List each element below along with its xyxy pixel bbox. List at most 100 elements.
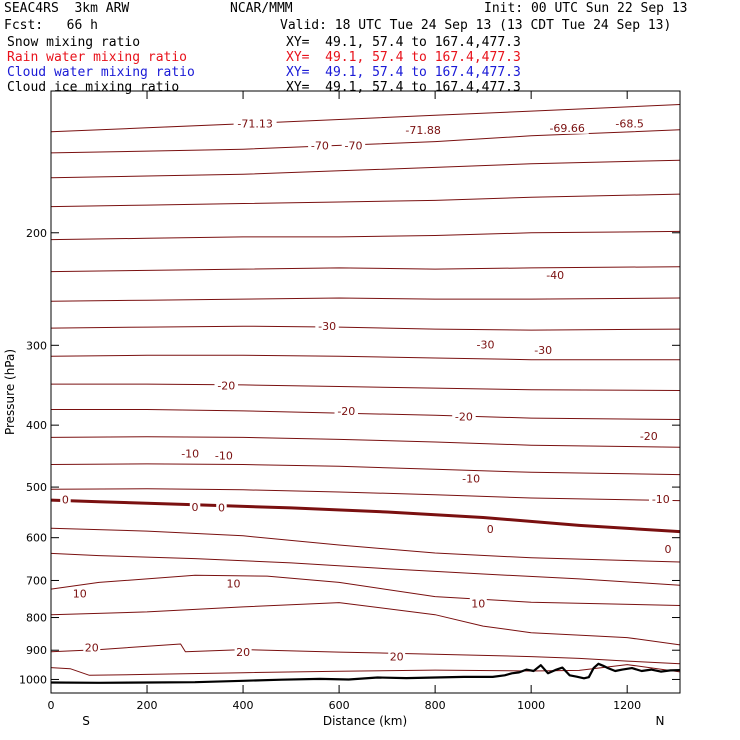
isotherm-line [50,574,681,606]
x-tick-label: 0 [48,699,55,712]
isotherm-line [50,230,681,241]
contour-label-background [334,404,358,417]
contour-label-background [216,501,227,514]
contour-label: 10 [73,587,87,600]
contour-label: -40 [546,269,564,282]
contour-label: -10 [652,493,670,506]
contour-label-background [401,123,445,136]
contour-label: -10 [462,473,480,486]
field-xy-rain: XY= 49.1, 57.4 to 167.4,477.3 [286,50,521,65]
field-name-cloud-water: Cloud water mixing ratio [7,65,195,80]
isotherm-line [50,436,681,448]
field-xy-cloud-ice: XY= 49.1, 57.4 to 167.4,477.3 [286,80,521,95]
contour-label-background [308,139,332,152]
contour-label-background [545,121,589,134]
contour-label: 20 [85,641,99,654]
contour-label-background [459,472,483,485]
y-tick-label: 600 [26,532,47,545]
contour-label-background [315,320,339,333]
isotherm-line [50,498,681,534]
contour-label: 0 [218,501,225,514]
contour-label-background [531,343,555,356]
contour-label: 0 [192,501,199,514]
y-tick-label: 900 [26,644,47,657]
contour-label: 0 [665,543,672,556]
y-tick-label: 300 [26,339,47,352]
contour-label-background [83,641,101,654]
contour-label-background [234,645,252,658]
x-axis-label: Distance (km) [323,714,407,728]
isotherm-line [50,129,681,154]
y-tick-label: 400 [26,419,47,432]
isotherm-line [50,552,681,586]
contour-label: 10 [471,598,485,611]
y-tick-label: 200 [26,227,47,240]
contour-label-background [71,587,89,600]
contour-label: -20 [455,411,473,424]
contour-label-background [212,449,236,462]
contour-label-background [485,522,496,535]
contour-label-background [214,379,238,392]
contour-label: -10 [181,448,199,461]
contour-label: 0 [487,523,494,536]
contour-label-layer: -71.13 -70 -70 -71.88 -69.66 -68.5 -40 -30 -30 -3… [60,117,674,663]
contour-label: -20 [217,380,235,393]
isotherm-line [50,664,681,676]
contour-label: -68.5 [615,118,643,131]
contour-label-background [662,543,674,555]
contour-label: -70 [345,139,363,152]
contour-label-background [469,597,487,610]
x-tick-label: 1200 [613,699,641,712]
contour-label-background [189,500,201,513]
contour-label: 20 [390,650,404,663]
y-tick-label: 1000 [19,673,47,686]
isotherm-line [50,463,681,476]
x-axis-left-end-label: S [82,714,90,728]
contour-label: -69.66 [549,122,584,135]
isotherm-line [50,104,681,133]
y-tick-label: 700 [26,574,47,587]
organization-label: NCAR/MMM [230,1,293,16]
contour-label-background [233,117,277,130]
contour-label: -30 [534,344,552,357]
contour-label-background [60,493,71,506]
field-xy-cloud-water: XY= 49.1, 57.4 to 167.4,477.3 [286,65,521,80]
contour-label-background [473,338,498,351]
x-axis-right-end-label: N [656,714,665,728]
contour-label-background [341,139,366,152]
isotherm-line [51,409,681,420]
x-tick-label: 600 [329,699,350,712]
field-name-rain: Rain water mixing ratio [7,50,188,65]
contour-label: -71.88 [405,124,440,137]
field-name-snow: Snow mixing ratio [7,35,141,50]
contour-label: -20 [337,405,355,418]
contour-label-background [649,493,673,505]
isotherm-line [50,159,681,179]
contour-label: -30 [318,320,336,333]
model-title: SEAC4RS 3km ARW [4,1,130,16]
contour-label-background [452,410,476,423]
isotherm-line [51,383,681,391]
forecast-hour: Fcst: 66 h [4,18,98,33]
contour-label-background [388,650,406,663]
x-tick-label: 800 [425,699,446,712]
contour-label-background [543,269,567,282]
isotherm-layer [50,104,681,676]
axis-layer: 0 200 400 600 800 1000 12002003004005006007008… [19,91,680,712]
contour-label-background [637,430,661,442]
contour-label-background [178,447,202,460]
isotherm-line [50,527,681,563]
contour-label: 10 [227,578,241,591]
y-tick-label: 500 [26,481,47,494]
x-tick-label: 200 [137,699,158,712]
field-name-cloud-ice: Cloud ice mixing ratio [7,80,180,95]
isotherm-line [50,297,681,302]
terrain-layer [50,662,681,684]
y-tick-label: 800 [26,612,47,625]
contour-label: 20 [236,646,250,659]
field-xy-snow: XY= 49.1, 57.4 to 167.4,477.3 [286,35,521,50]
contour-label: -71.13 [237,118,272,131]
y-axis-label: Pressure (hPa) [3,349,17,435]
contour-label-background [225,577,242,590]
